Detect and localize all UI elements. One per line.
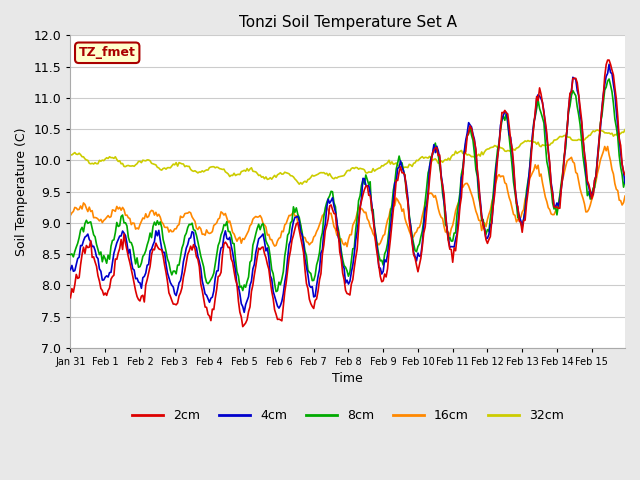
X-axis label: Time: Time	[332, 372, 363, 385]
Y-axis label: Soil Temperature (C): Soil Temperature (C)	[15, 127, 28, 256]
Legend: 2cm, 4cm, 8cm, 16cm, 32cm: 2cm, 4cm, 8cm, 16cm, 32cm	[127, 404, 569, 427]
Text: TZ_fmet: TZ_fmet	[79, 46, 136, 59]
Title: Tonzi Soil Temperature Set A: Tonzi Soil Temperature Set A	[239, 15, 457, 30]
